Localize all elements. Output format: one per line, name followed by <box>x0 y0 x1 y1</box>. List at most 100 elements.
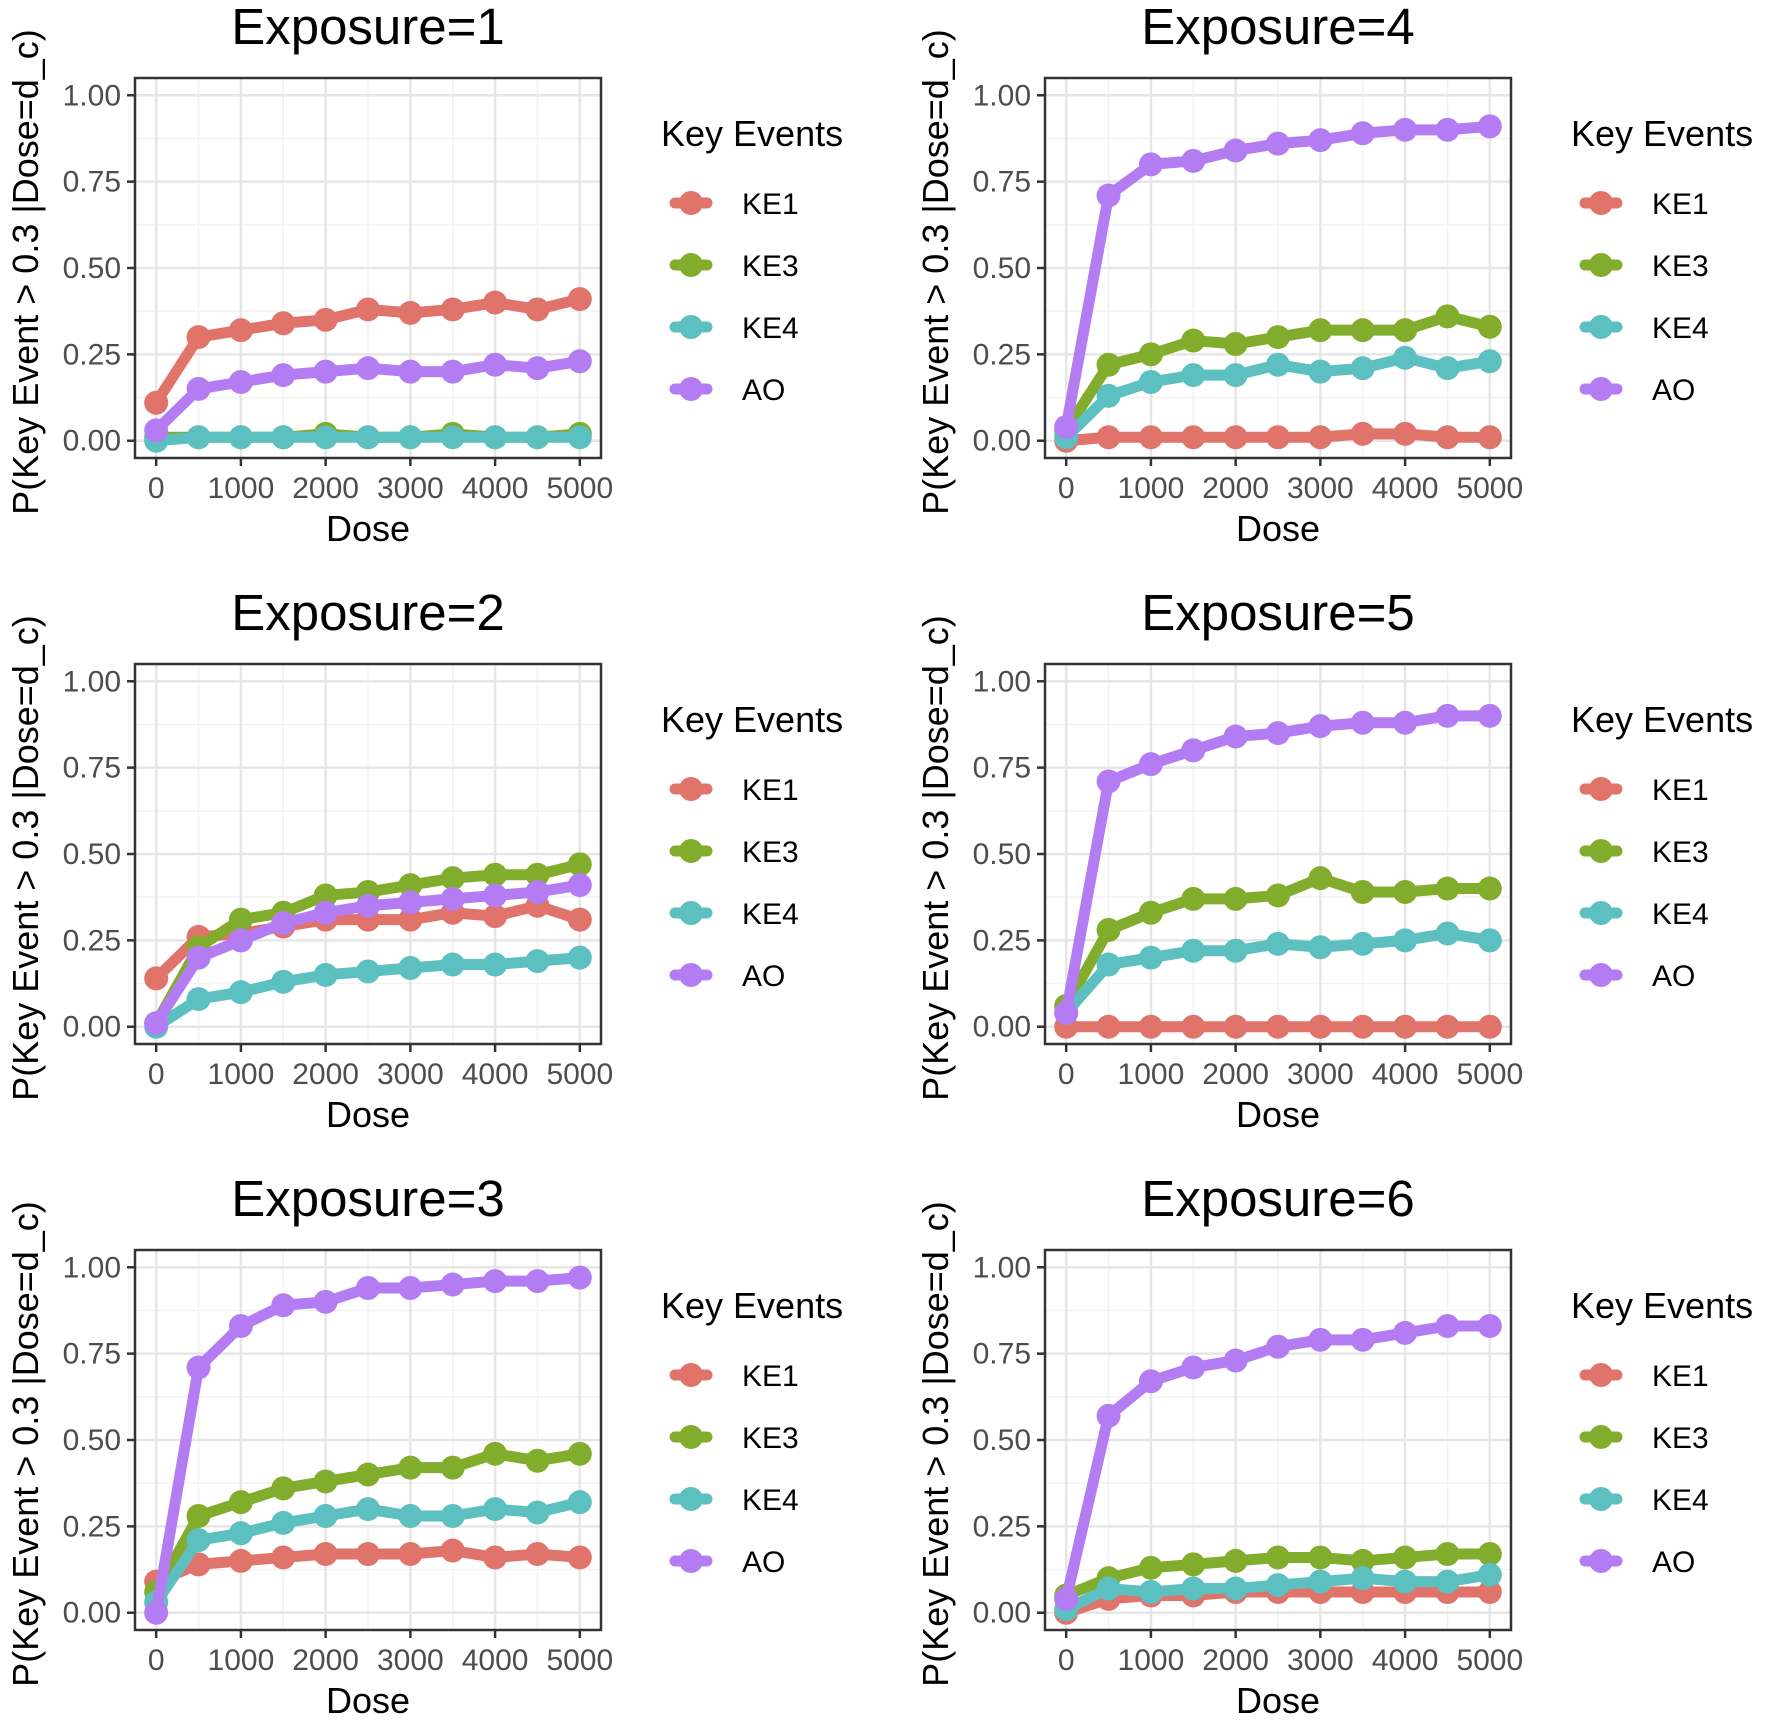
data-point-ke3 <box>313 1469 338 1494</box>
data-point-ke3 <box>1393 1545 1418 1570</box>
y-tick-label: 0.00 <box>63 1597 121 1630</box>
data-point-ke3 <box>1138 342 1163 367</box>
chart-panel-exposure-3: Exposure=3 0 1000 2000 3000 4000 5000 0.00 0.25 0… <box>5 1170 843 1721</box>
data-point-ke1 <box>398 907 423 932</box>
data-point-ke4 <box>1181 363 1206 388</box>
legend-label-ke4: KE4 <box>1652 1484 1709 1517</box>
data-point-ke1 <box>1477 1580 1502 1604</box>
data-point-ke4 <box>356 959 380 984</box>
data-point-ke1 <box>567 1545 592 1570</box>
x-tick-label: 4000 <box>462 1058 529 1091</box>
data-point-ke1 <box>1181 425 1206 450</box>
data-point-ke4 <box>1138 945 1163 970</box>
data-point-ao <box>1223 1348 1248 1373</box>
y-axis-title: P(Key Event > 0.3 |Dose=d_c) <box>915 615 956 1101</box>
y-tick-label: 0.00 <box>63 425 121 458</box>
data-point-ke1 <box>313 1542 338 1566</box>
x-tick-label: 5000 <box>546 1058 613 1091</box>
legend-key-point-ao <box>1589 377 1613 401</box>
data-point-ao <box>1138 1369 1163 1394</box>
y-tick-label: 0.75 <box>63 166 121 199</box>
legend-label-ke1: KE1 <box>742 1360 799 1393</box>
data-point-ke4 <box>1350 356 1375 381</box>
x-tick-label: 4000 <box>1372 1644 1439 1677</box>
data-point-ao <box>1096 1403 1121 1428</box>
data-point-ke4 <box>1477 349 1502 374</box>
x-tick-label: 5000 <box>1456 472 1523 505</box>
data-point-ke4 <box>1266 352 1290 377</box>
y-axis-title: P(Key Event > 0.3 |Dose=d_c) <box>915 1201 956 1687</box>
y-tick-label: 0.25 <box>973 924 1031 957</box>
data-point-ao <box>1308 1327 1333 1352</box>
data-point-ke1 <box>1266 1014 1290 1039</box>
data-point-ke4 <box>1350 1566 1375 1591</box>
legend-label-ke4: KE4 <box>1652 312 1709 345</box>
data-point-ke4 <box>1308 359 1333 384</box>
data-point-ke4 <box>440 952 465 977</box>
data-point-ke4 <box>525 425 550 450</box>
data-point-ao <box>483 352 508 377</box>
data-point-ke4 <box>567 945 592 970</box>
data-point-ke4 <box>1181 938 1206 963</box>
data-point-ke4 <box>1393 345 1418 370</box>
chart-panel-exposure-4: Exposure=4 0 1000 2000 3000 4000 5000 0.00 0.25 0… <box>915 0 1753 549</box>
panel-title: Exposure=2 <box>231 584 505 641</box>
data-point-ke4 <box>483 425 508 450</box>
data-point-ao <box>1477 114 1502 139</box>
data-point-ke1 <box>144 966 169 991</box>
data-point-ke3 <box>1181 328 1206 353</box>
x-tick-label: 1000 <box>1118 1058 1185 1091</box>
x-tick-label: 2000 <box>1202 1058 1269 1091</box>
data-point-ao <box>313 900 338 925</box>
y-tick-label: 0.25 <box>63 338 121 371</box>
legend-label-ke3: KE3 <box>1652 836 1709 869</box>
data-point-ke1 <box>483 290 508 315</box>
y-tick-label: 0.75 <box>973 166 1031 199</box>
data-point-ao <box>228 1314 253 1338</box>
data-point-ke4 <box>1266 931 1290 956</box>
data-point-ke4 <box>525 949 550 974</box>
legend-key-point-ke3 <box>679 839 703 863</box>
data-point-ao <box>313 1289 338 1314</box>
legend-key-point-ke1 <box>1589 191 1613 215</box>
panel-title: Exposure=3 <box>231 1170 505 1227</box>
data-point-ke1 <box>356 297 380 322</box>
data-point-ke4 <box>1181 1576 1206 1601</box>
data-point-ao <box>144 1011 169 1036</box>
data-point-ke4 <box>313 425 338 450</box>
x-axis-title: Dose <box>326 508 410 549</box>
data-point-ke3 <box>440 866 465 891</box>
data-point-ke4 <box>271 1510 296 1535</box>
data-point-ke3 <box>1138 900 1163 925</box>
data-point-ke4 <box>1138 370 1163 394</box>
x-tick-label: 2000 <box>1202 472 1269 505</box>
data-point-ao <box>1393 710 1418 735</box>
x-tick-label: 4000 <box>1372 472 1439 505</box>
data-point-ke1 <box>228 318 253 343</box>
data-point-ke1 <box>1096 1014 1121 1039</box>
data-point-ke1 <box>1393 421 1418 446</box>
x-tick-label: 3000 <box>1287 472 1354 505</box>
data-point-ke4 <box>1308 935 1333 960</box>
data-point-ke4 <box>1096 1576 1121 1601</box>
data-point-ao <box>567 873 592 898</box>
data-point-ke4 <box>1350 931 1375 956</box>
data-point-ao <box>1266 1334 1290 1359</box>
legend-key-point-ke3 <box>679 253 703 277</box>
x-tick-label: 0 <box>148 1058 165 1091</box>
x-axis-title: Dose <box>1236 508 1320 549</box>
legend-label-ke4: KE4 <box>742 898 799 931</box>
legend-title: Key Events <box>1571 113 1753 154</box>
data-point-ke3 <box>483 1441 508 1466</box>
data-point-ke4 <box>398 956 423 980</box>
data-point-ke1 <box>440 1538 465 1563</box>
data-point-ao <box>1054 414 1079 439</box>
x-axis-title: Dose <box>326 1680 410 1721</box>
x-tick-label: 0 <box>148 472 165 505</box>
data-point-ke1 <box>567 907 592 932</box>
y-tick-label: 0.75 <box>63 752 121 785</box>
data-point-ke1 <box>483 904 508 929</box>
data-point-ke4 <box>398 425 423 450</box>
legend-key-point-ke4 <box>679 315 703 339</box>
data-point-ao <box>1223 138 1248 163</box>
